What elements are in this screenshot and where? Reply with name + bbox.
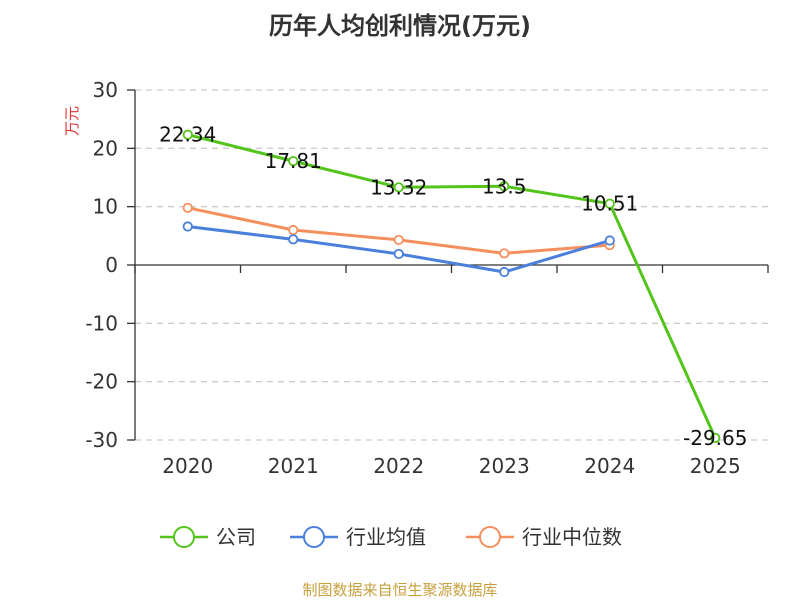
series-lines <box>182 129 721 444</box>
legend: 公司 行业均值 行业中位数 <box>160 525 622 549</box>
data-point <box>393 182 404 193</box>
data-point <box>182 202 193 213</box>
legend-marker-icon <box>479 526 501 548</box>
y-tick-label: 30 <box>93 78 118 102</box>
axes <box>134 90 769 440</box>
x-tick-label: 2023 <box>479 454 530 478</box>
x-tick-label: 2021 <box>268 454 319 478</box>
series-line <box>187 133 717 439</box>
data-point <box>499 248 510 259</box>
legend-marker-icon <box>303 526 325 548</box>
source-note: 制图数据来自恒生聚源数据库 <box>302 581 497 599</box>
data-label: 13.5 <box>482 174 527 198</box>
data-point <box>288 156 299 167</box>
data-label: 13.32 <box>370 175 427 199</box>
legend-label: 行业均值 <box>346 525 426 549</box>
y-tick-label: -20 <box>85 370 118 394</box>
x-axis-ticks: 2020 2021 2022 2023 2024 2025 <box>162 454 740 478</box>
x-tick-label: 2020 <box>162 454 213 478</box>
data-point <box>393 248 404 260</box>
legend-marker-icon <box>173 526 195 548</box>
data-point <box>710 432 721 444</box>
legend-item: 行业中位数 <box>466 525 622 549</box>
y-tick-label: 20 <box>93 136 118 160</box>
data-point <box>393 234 404 246</box>
data-point <box>288 224 299 236</box>
chart-title: 历年人均创利情况(万元) <box>269 12 531 40</box>
data-label: 22.34 <box>159 123 216 147</box>
series-line <box>187 206 610 255</box>
data-label: -29.65 <box>683 426 747 450</box>
legend-item: 行业均值 <box>290 525 426 549</box>
legend-label: 行业中位数 <box>522 525 622 549</box>
y-tick-label: -10 <box>85 311 118 335</box>
data-point <box>288 234 299 245</box>
data-point <box>499 266 510 278</box>
data-point <box>182 221 193 232</box>
data-label: 10.51 <box>581 192 638 216</box>
x-tick-label: 2022 <box>373 454 424 478</box>
legend-item: 公司 <box>160 525 256 549</box>
y-axis-label: 万元 <box>63 106 81 136</box>
y-tick-label: 10 <box>93 195 118 219</box>
data-point <box>499 181 510 192</box>
legend-label: 公司 <box>216 525 256 549</box>
x-tick-label: 2025 <box>690 454 741 478</box>
data-point <box>182 129 193 140</box>
data-label: 17.81 <box>265 149 322 173</box>
x-tick-label: 2024 <box>584 454 635 478</box>
data-point <box>604 235 615 246</box>
y-tick-label: 0 <box>105 253 118 277</box>
data-point <box>604 198 615 209</box>
y-tick-label: -30 <box>85 428 118 452</box>
y-axis-ticks: 30 20 10 0 -10 -20 -30 <box>85 78 135 452</box>
data-labels: 22.34 17.81 13.32 13.5 10.51 -29.65 <box>159 123 747 450</box>
